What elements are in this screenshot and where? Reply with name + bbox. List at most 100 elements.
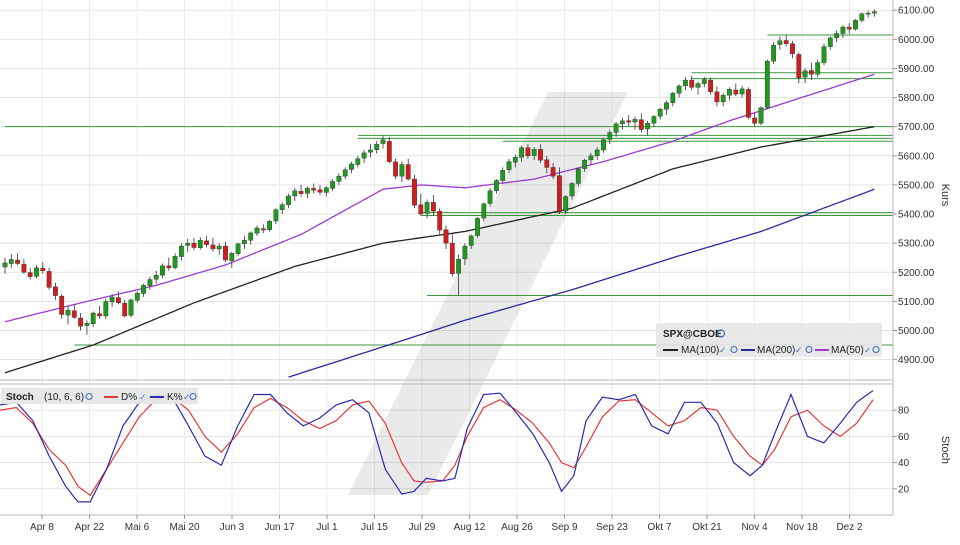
candle-body <box>128 299 134 316</box>
legend-settings-icon[interactable] <box>716 329 726 338</box>
stoch-grid <box>0 409 893 490</box>
stoch-title[interactable]: Stoch <box>6 392 34 403</box>
candle-body <box>342 169 348 177</box>
candle-body <box>78 317 84 327</box>
date-tick-label: Okt 7 <box>648 522 672 533</box>
settings-icon[interactable] <box>805 345 813 354</box>
candle-body <box>638 119 644 130</box>
candle-body <box>557 175 562 212</box>
candle-body <box>267 221 272 230</box>
candle <box>853 18 858 31</box>
candle-body <box>613 123 619 133</box>
candle <box>399 161 405 182</box>
candle-body <box>374 143 380 150</box>
candle-body <box>594 149 600 156</box>
candle-body <box>115 297 121 304</box>
stoch-d-label[interactable]: D% <box>121 392 137 403</box>
candle <box>657 107 663 120</box>
candle-body <box>305 188 310 194</box>
candle-body <box>34 267 39 277</box>
legend-ma50-label[interactable]: MA(50) <box>831 345 864 356</box>
candle-body <box>185 242 191 246</box>
candle <box>569 181 575 200</box>
candle-body <box>279 204 285 210</box>
date-tick-label: Nov 4 <box>741 522 768 533</box>
checkmark-icon[interactable]: ✓ <box>183 392 191 402</box>
candle-body <box>651 116 657 124</box>
candle-body <box>172 256 178 268</box>
candle <box>210 237 216 252</box>
candle-body <box>525 147 531 156</box>
candle <box>494 179 499 194</box>
candle-body <box>512 157 518 163</box>
candle-body <box>506 161 512 170</box>
settings-icon[interactable] <box>189 392 197 401</box>
candle-body <box>550 167 556 177</box>
candle <box>172 253 178 270</box>
candle-body <box>481 203 487 219</box>
candle-body <box>531 149 537 156</box>
candle-body <box>405 164 411 180</box>
candle-body <box>386 141 392 162</box>
legend-symbol[interactable]: SPX@CBOE <box>663 329 722 340</box>
candle-body <box>437 210 443 231</box>
settings-icon[interactable] <box>730 345 738 354</box>
candle-body <box>204 240 209 245</box>
candle-body <box>65 309 71 316</box>
legend-ma200-label[interactable]: MA(200) <box>757 345 795 356</box>
candle-body <box>456 258 461 274</box>
candle <box>185 238 191 252</box>
candle <box>758 106 764 126</box>
candle <box>311 183 317 194</box>
candle <box>676 84 682 98</box>
candle <box>846 23 852 34</box>
candle <box>670 91 676 107</box>
candle <box>330 179 335 192</box>
legend-ma100-label[interactable]: MA(100) <box>681 345 719 356</box>
candle <box>821 43 827 66</box>
candle-body <box>248 232 254 241</box>
candle <box>128 298 134 318</box>
candle-body <box>216 245 222 250</box>
candle <box>500 167 506 184</box>
candle-body <box>166 265 172 269</box>
candle-body <box>462 245 468 260</box>
checkmark-icon[interactable]: ✓ <box>795 345 803 355</box>
checkmark-icon[interactable]: ✓ <box>864 345 872 355</box>
candle <box>809 62 814 81</box>
settings-icon[interactable] <box>85 392 93 401</box>
candle <box>59 294 65 319</box>
candle <box>197 237 203 250</box>
candle-body <box>487 190 493 204</box>
price-tick-label: 6000.00 <box>898 35 935 46</box>
date-tick-label: Dez 2 <box>836 522 863 533</box>
candle-body <box>840 26 846 34</box>
stoch-params[interactable]: (10, 6, 6) <box>44 392 84 403</box>
candle <box>109 294 115 308</box>
stoch-k-label[interactable]: K% <box>167 392 183 403</box>
candle <box>78 313 84 331</box>
price-tick-label: 5400.00 <box>898 210 935 221</box>
candle <box>626 115 632 127</box>
candle-body <box>626 120 632 123</box>
candle <box>575 167 581 187</box>
stoch-legend-background <box>1 388 198 404</box>
candle-body <box>538 149 543 161</box>
candle-body <box>834 33 840 39</box>
candle-body <box>739 88 745 95</box>
candle <box>178 243 184 261</box>
settings-icon[interactable] <box>716 329 726 338</box>
candle-body <box>431 202 436 212</box>
checkmark-icon[interactable]: ✓ <box>719 345 727 355</box>
candle-body <box>336 175 342 182</box>
candle <box>481 202 487 222</box>
candle-body <box>727 89 732 96</box>
settings-icon[interactable] <box>872 345 880 354</box>
candle-body <box>620 120 625 124</box>
candle <box>468 234 474 249</box>
ma-line-ma100 <box>4 126 875 374</box>
checkmark-icon[interactable]: ✓ <box>139 392 147 402</box>
candle-body <box>575 168 581 184</box>
